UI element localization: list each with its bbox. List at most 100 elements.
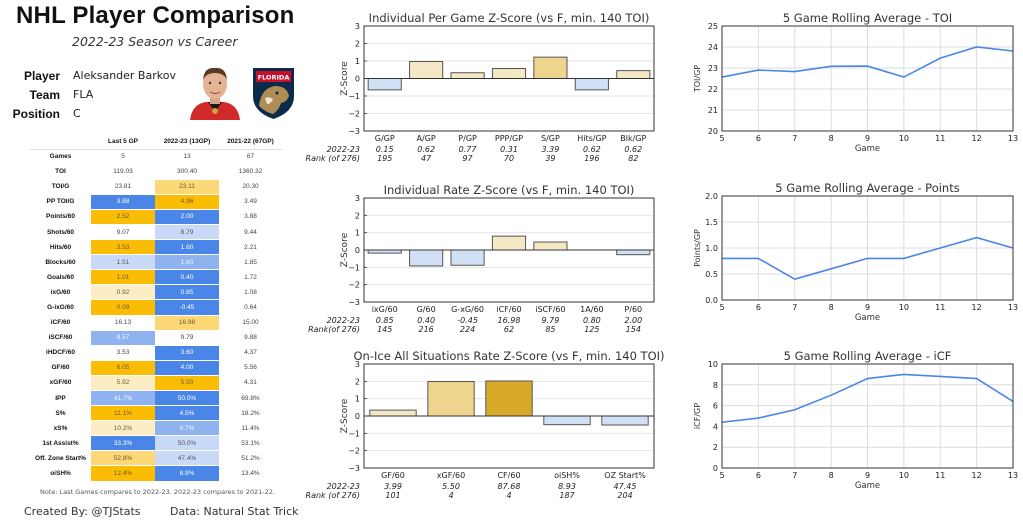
table-cell: 3.49 (219, 194, 282, 210)
row-label: G-ixG/60 (47, 303, 74, 311)
stats-table-body: Games 5 13 67 TOI 119.03 300.40 1360.32 TOI/G 23.… (30, 149, 282, 482)
position-value: C (73, 107, 81, 120)
plot-frame (721, 25, 1014, 132)
rank-label: 70 (504, 154, 514, 163)
table-row: G-ixG/60 0.09 -0.45 0.64 (30, 299, 282, 316)
table-row: iCF/60 16.13 16.98 15.00 (30, 315, 282, 331)
x-tick-label: 11 (935, 134, 945, 143)
table-cell: 1.60 (155, 239, 219, 256)
season-value-label: 0.31 (500, 145, 518, 154)
table-cell: 3.88 (219, 209, 282, 225)
y-tick-label: 1 (355, 395, 360, 404)
table-cell: 1.51 (91, 254, 155, 271)
table-cell: 9.44 (219, 224, 282, 241)
y-tick-label: 2.0 (705, 192, 718, 201)
chart-title: Individual Rate Z-Score (vs F, min. 140 … (384, 183, 635, 197)
chart-title: 5 Game Rolling Average - Points (775, 181, 959, 195)
rank-label: 47 (421, 154, 432, 163)
season-value-label: 16.98 (498, 316, 521, 325)
y-tick-label: 0.5 (705, 270, 718, 279)
plot-frame (721, 363, 1014, 469)
row-label: PP TOI/G (46, 198, 75, 206)
data-source: Data: Natural Stat Trick (170, 505, 299, 518)
x-tick-label: 7 (792, 471, 797, 480)
row-label: GF/60 (51, 364, 70, 372)
table-cell: 2.52 (91, 209, 155, 225)
table-cell: 52.8% (91, 450, 155, 467)
y-tick-label: 23 (708, 64, 718, 73)
bar (616, 70, 651, 79)
rank-row-label: Rank (of 276) (306, 491, 360, 500)
y-tick-label: 3 (355, 22, 360, 31)
table-row: xS% 10.2% 9.7% 11.4% (30, 420, 282, 437)
bar (427, 381, 475, 417)
x-tick-label: 11 (935, 303, 945, 312)
row-label: oiSH% (50, 470, 71, 478)
table-cell: 5.50 (155, 375, 219, 392)
y-tick-label: 4 (713, 422, 718, 431)
table-row: Goals/60 1.01 0.40 1.72 (30, 269, 282, 286)
y-tick-label: −2 (348, 281, 360, 290)
team-value: FLA (73, 88, 94, 101)
x-tick-label: Blk/GP (620, 134, 646, 143)
y-tick-label: 8 (713, 381, 718, 390)
table-cell: 9.79 (155, 330, 219, 346)
table-cell: 8.79 (155, 224, 219, 241)
table-header-row: Last 5 GP 2022-23 (13GP) 2021-22 (67GP) (30, 134, 282, 150)
x-tick-label: 10 (899, 134, 909, 143)
season-value-label: 0.85 (376, 316, 394, 325)
season-value-label: 0.15 (376, 145, 394, 154)
y-axis-label: Z-Score (340, 398, 350, 433)
row-label: Blocks/60 (45, 258, 76, 266)
table-cell: 18.2% (219, 405, 282, 422)
table-cell: 50.0% (155, 390, 219, 407)
y-tick-label: −3 (348, 298, 360, 307)
table-row: oiSH% 12.4% 8.9% 13.4% (30, 465, 282, 482)
table-cell: 41.7% (91, 390, 155, 407)
rank-label: 187 (559, 491, 575, 500)
table-cell: 69.8% (219, 390, 282, 407)
bar (409, 61, 444, 80)
x-tick-label: 10 (899, 471, 909, 480)
rank-label: 195 (377, 154, 392, 163)
rank-label: 204 (617, 491, 632, 500)
bar (491, 68, 527, 80)
y-tick-label: 6 (713, 402, 718, 411)
x-tick-label: OZ Start% (604, 471, 646, 480)
table-cell: 1.85 (219, 254, 282, 271)
player-name: Aleksander Barkov (73, 69, 176, 82)
x-tick-label: 12 (972, 303, 982, 312)
y-tick-label: 25 (708, 22, 718, 31)
table-cell: 1360.32 (219, 164, 282, 180)
player-headshot-icon (190, 67, 240, 120)
table-cell: 3.88 (91, 194, 155, 210)
table-cell: 23.81 (91, 179, 155, 195)
table-cell: 0.92 (91, 284, 155, 301)
table-row: iHDCF/60 3.53 3.60 4.37 (30, 345, 282, 361)
table-row: Shots/60 9.07 8.79 9.44 (30, 224, 282, 241)
table-cell: 0.09 (91, 299, 155, 316)
row-label: Off. Zone Start% (35, 454, 86, 462)
table-row: Off. Zone Start% 52.8% 47.4% 51.2% (30, 450, 282, 467)
x-tick-label: 12 (972, 134, 982, 143)
rank-label: 196 (584, 154, 599, 163)
season-value-label: 5.50 (442, 482, 460, 491)
x-tick-label: 6 (756, 134, 761, 143)
y-tick-label: 0 (355, 75, 360, 84)
table-row: Points/60 2.52 2.00 3.88 (30, 209, 282, 225)
x-axis-label: Game (855, 481, 880, 491)
table-cell: 11.4% (219, 420, 282, 437)
x-tick-label: 9 (865, 134, 870, 143)
svg-text:FLORIDA: FLORIDA (258, 74, 290, 82)
table-cell: 51.2% (219, 450, 282, 467)
table-cell: 10.2% (91, 420, 155, 437)
chart-title: 5 Game Rolling Average - iCF (784, 349, 952, 363)
y-tick-label: −2 (348, 447, 360, 456)
rank-label: 154 (626, 325, 641, 334)
table-cell: 8.9% (155, 465, 219, 482)
rank-label: 125 (584, 325, 599, 334)
chart-title: Individual Per Game Z-Score (vs F, min. … (369, 11, 650, 25)
table-cell: 16.98 (155, 315, 219, 331)
y-tick-label: 24 (708, 43, 718, 52)
table-cell: 3.53 (91, 239, 155, 256)
